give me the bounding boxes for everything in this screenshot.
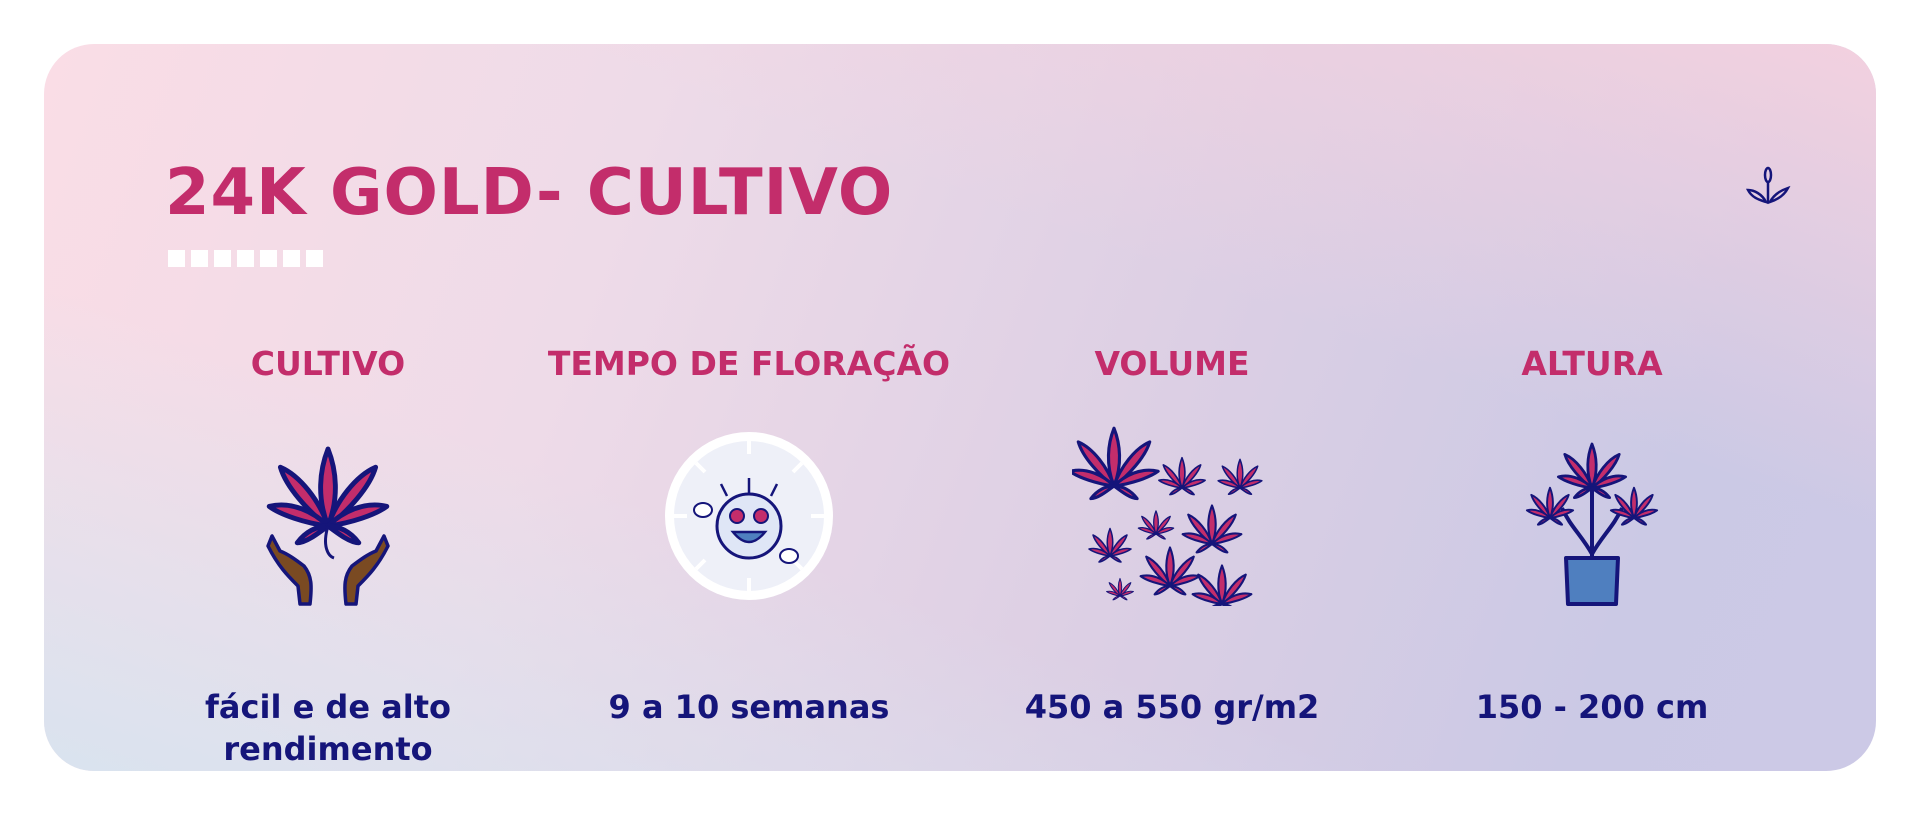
title-underline-dots: [168, 250, 323, 267]
column-altura: ALTURA 150 - 200 cm: [1382, 344, 1802, 728]
value-text: 150 - 200 cm: [1475, 688, 1709, 726]
column-cultivo: CULTIVO fácil e de alto rendimento: [118, 344, 538, 770]
hands-holding-leaf-icon: [266, 426, 390, 606]
value-text: 450 a 550 gr/m2: [1024, 688, 1320, 726]
many-leaves-icon: [1072, 426, 1263, 606]
page-title: 24K GOLD- CULTIVO: [165, 156, 894, 230]
column-heading: VOLUME: [1094, 344, 1250, 383]
column-heading: CULTIVO: [250, 344, 406, 383]
column-heading: TEMPO DE FLORAÇÃO: [547, 344, 951, 383]
column-heading: ALTURA: [1521, 344, 1663, 383]
column-volume: VOLUME 450 a 550 gr/m2: [962, 344, 1382, 728]
potted-plant-icon: [1525, 442, 1659, 606]
value-line: rendimento: [223, 730, 433, 768]
strain-info-card: 24K GOLD- CULTIVO CULTIVO fácil e de alt…: [44, 44, 1876, 771]
value-text: 9 a 10 semanas: [608, 688, 890, 726]
value-line: fácil e de alto: [205, 688, 451, 726]
column-tempo-floracao: TEMPO DE FLORAÇÃO 9 a 10 semanas: [539, 344, 959, 728]
clock-happy-face-icon: [665, 432, 833, 600]
sprout-icon: [1745, 166, 1791, 205]
